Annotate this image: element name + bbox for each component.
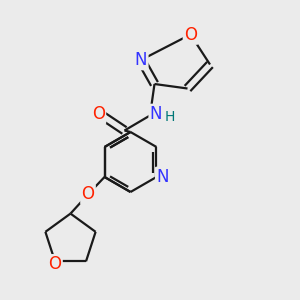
Text: O: O: [92, 105, 105, 123]
Text: N: N: [150, 105, 162, 123]
Text: O: O: [184, 26, 197, 44]
Text: N: N: [135, 51, 147, 69]
Text: O: O: [82, 185, 94, 203]
Text: N: N: [156, 168, 169, 186]
Text: H: H: [164, 110, 175, 124]
Text: O: O: [49, 255, 62, 273]
